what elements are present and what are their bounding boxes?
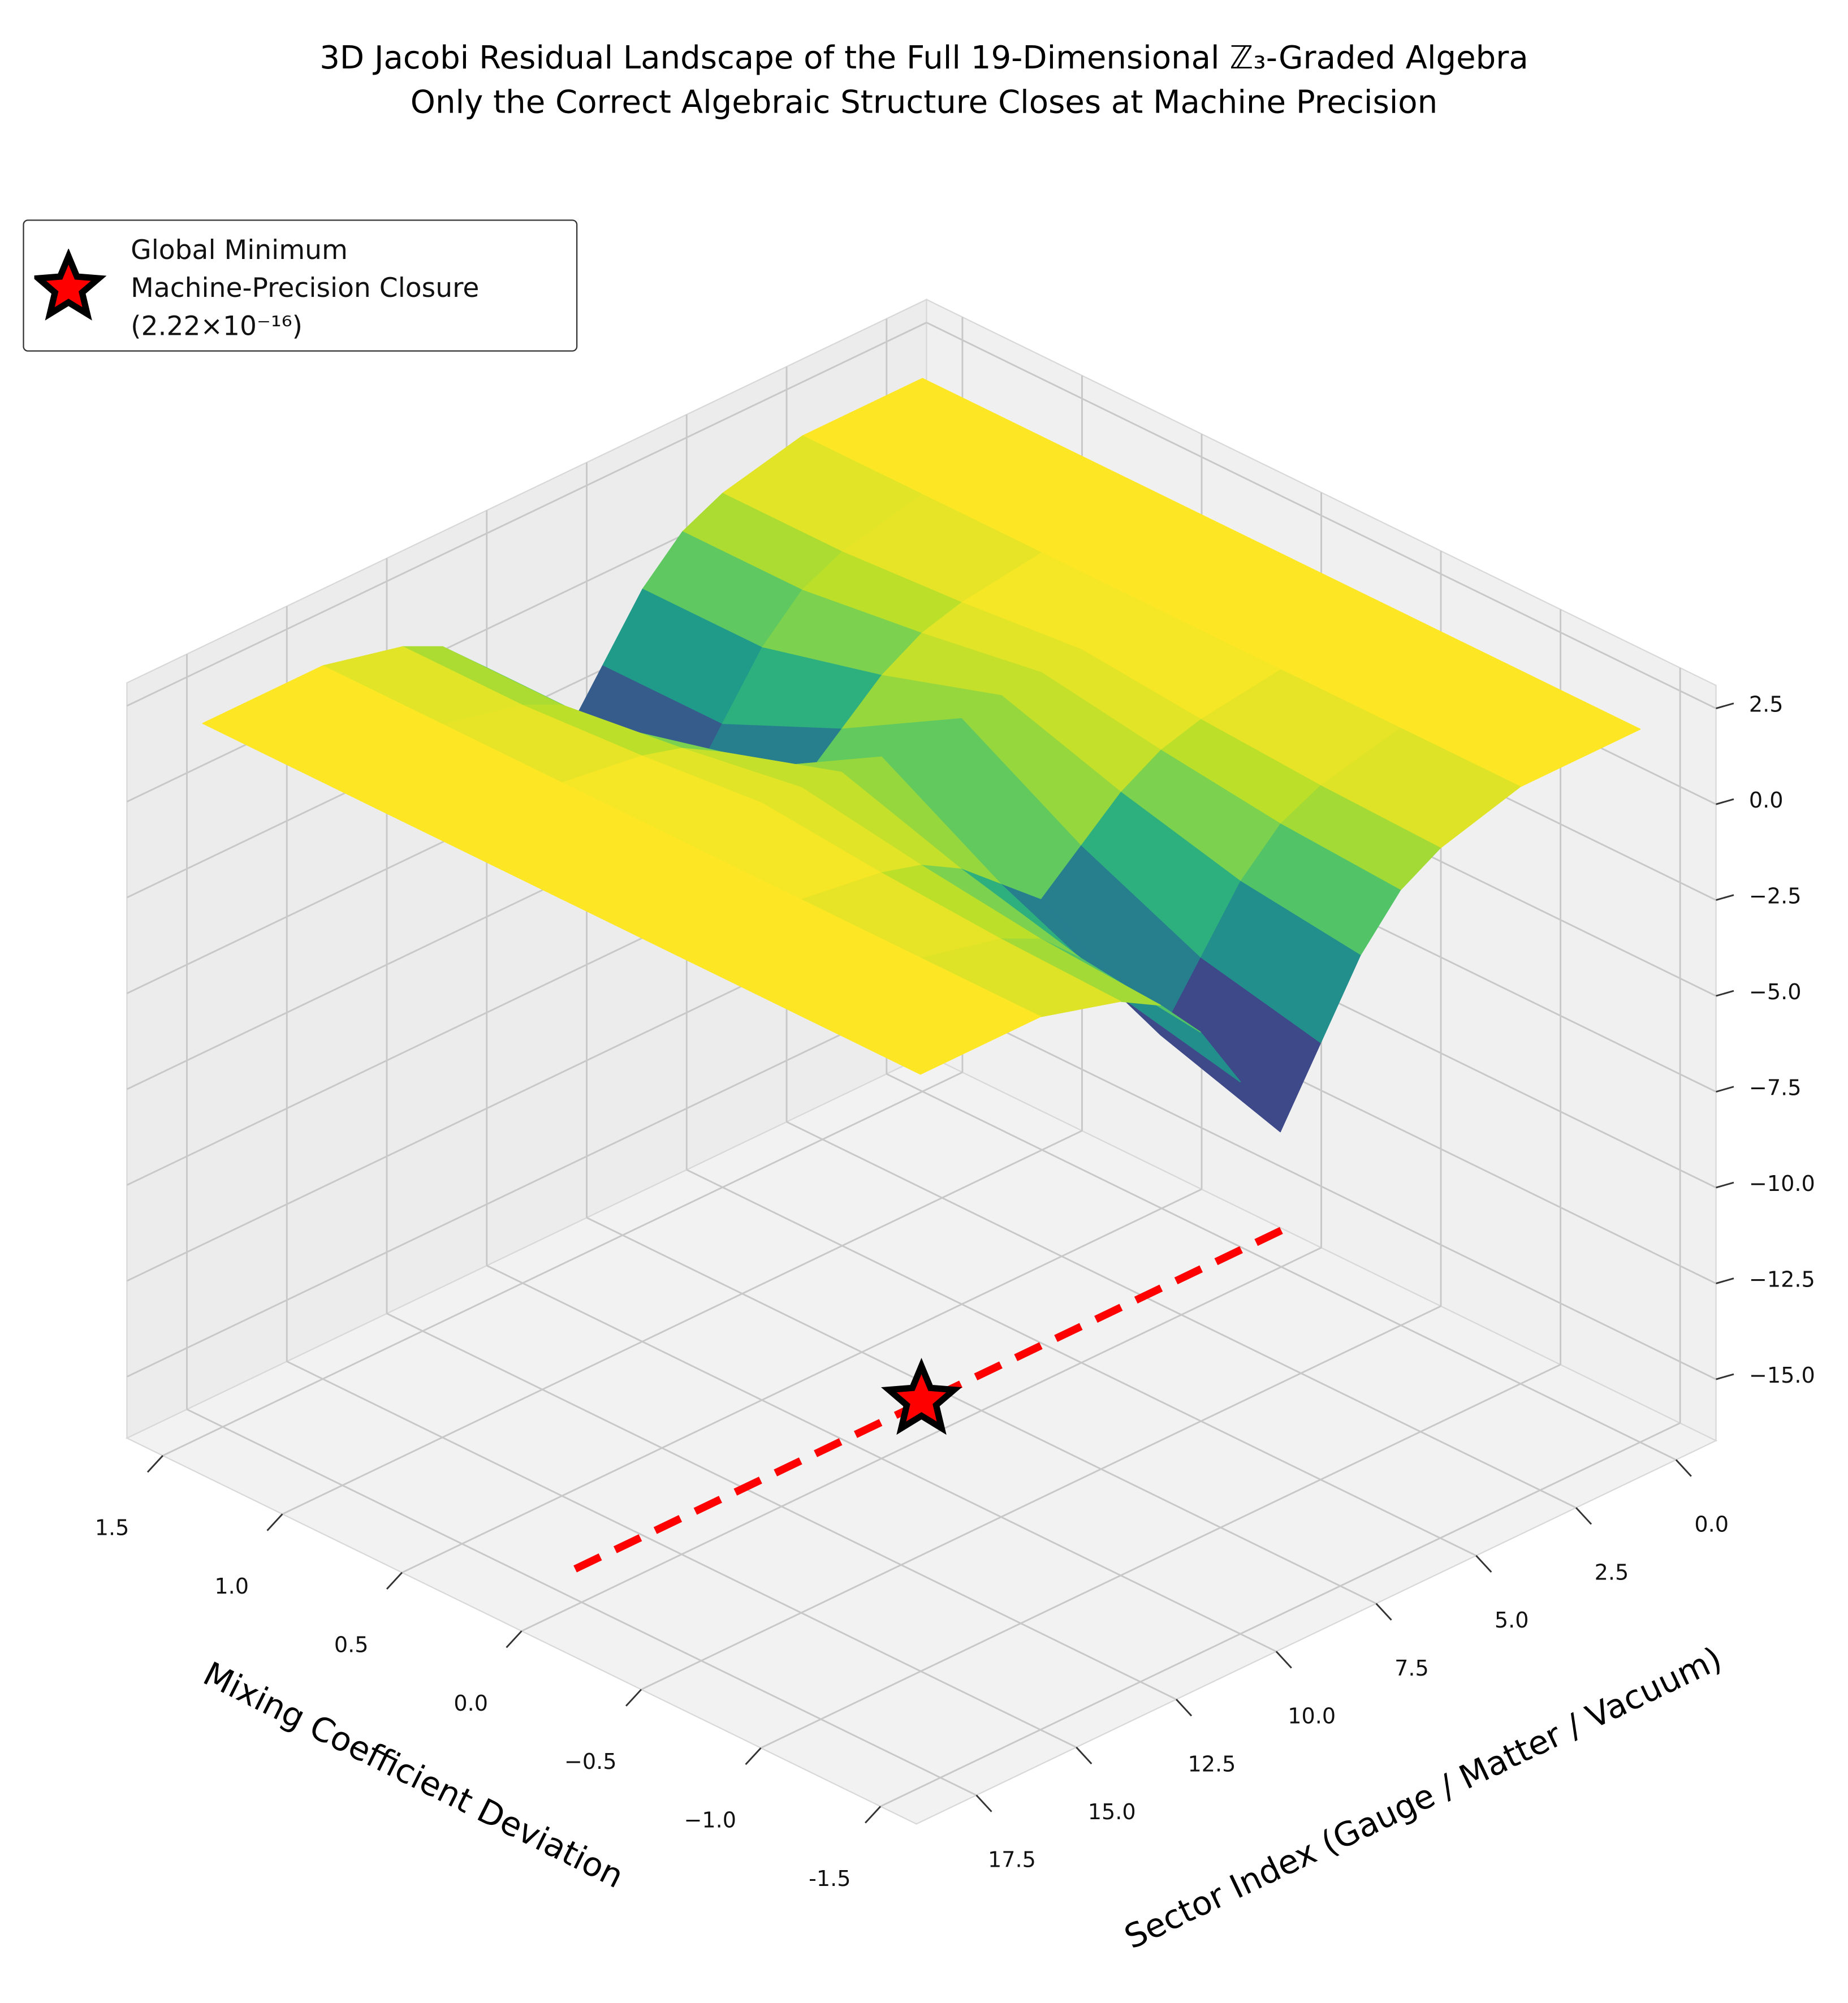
x-tick-label: 0.5: [334, 1632, 369, 1657]
z-tick-label: −5.0: [1749, 979, 1802, 1004]
chart-title: 3D Jacobi Residual Landscape of the Full…: [319, 40, 1529, 76]
x-tick-label: −1.0: [684, 1808, 736, 1833]
x-tick: [506, 1630, 523, 1648]
grid-line: [786, 1121, 1577, 1509]
x-tick: [146, 1455, 163, 1473]
y-tick-label: 10.0: [1288, 1704, 1336, 1729]
legend-label: Global Minimum Machine-Precision Closure…: [131, 235, 480, 342]
legend-marker: [34, 248, 107, 321]
y-tick-label: 2.5: [1595, 1560, 1629, 1585]
z-tick: [1716, 702, 1734, 710]
z-tick-label: 0.0: [1749, 788, 1784, 813]
ticks: -1.5 −1.0 −0.5 0.0 0.5 1.0 1.5 0.0 2.5 5.0 7.5 10.0…: [95, 692, 1815, 1891]
x-axis-label: Mixing Coefficient Deviation: [197, 1654, 629, 1896]
grid-line: [686, 1169, 1476, 1557]
grid-line: [282, 1130, 1083, 1515]
z-tick: [1716, 990, 1734, 997]
floor-marks: [560, 1227, 1283, 1579]
grid-line: [486, 1264, 1277, 1652]
y-tick-label: 17.5: [988, 1847, 1036, 1872]
grid-line: [521, 1247, 1322, 1632]
grid-line: [186, 1408, 977, 1796]
z-tick: [1716, 1181, 1734, 1189]
x-tick-label: 0.0: [454, 1691, 488, 1716]
grid-line: [641, 1305, 1441, 1690]
y-tick-label: 0.0: [1694, 1512, 1729, 1537]
y-tick: [975, 1794, 992, 1812]
y-tick-label: 5.0: [1495, 1608, 1529, 1633]
grid-line: [401, 1188, 1202, 1574]
grid-line: [880, 1422, 1681, 1807]
grid-line: [126, 992, 927, 1378]
y-axis-label: Sector Index (Gauge / Matter / Vacuum): [1119, 1639, 1728, 1957]
y-tick-label: 12.5: [1188, 1751, 1236, 1776]
chart-subtitle: Only the Correct Algebraic Structure Clo…: [411, 84, 1437, 121]
grid-line: [286, 1361, 1077, 1749]
y-tick: [1475, 1555, 1492, 1573]
y-tick: [1076, 1746, 1093, 1764]
y-tick: [1675, 1459, 1692, 1477]
z-tick-label: −2.5: [1749, 884, 1802, 909]
y-tick-label: 15.0: [1088, 1799, 1136, 1824]
grid-line: [926, 322, 1717, 710]
grid-line: [886, 1073, 1677, 1461]
x-tick: [266, 1513, 283, 1531]
x-tick-label: −0.5: [564, 1749, 617, 1774]
legend-star: [34, 248, 107, 321]
surface-patch: [800, 957, 1041, 1075]
z-tick: [1716, 798, 1734, 805]
y-tick-label: 7.5: [1394, 1656, 1429, 1681]
z-tick-label: −7.5: [1749, 1076, 1802, 1100]
grid-line: [126, 322, 927, 707]
grid-line: [586, 1216, 1377, 1604]
surface: [202, 378, 1641, 1133]
minimum-star: [880, 1358, 962, 1435]
grid-line: [386, 1313, 1177, 1700]
z-tick: [1716, 1373, 1734, 1380]
legend: Global Minimum Machine-Precision Closure…: [23, 219, 578, 352]
x-tick: [865, 1806, 882, 1824]
y-tick: [1176, 1699, 1193, 1717]
x-tick: [386, 1572, 403, 1590]
z-tick-label: −10.0: [1749, 1171, 1815, 1196]
y-tick: [1275, 1651, 1292, 1669]
y-tick: [1575, 1507, 1592, 1525]
x-tick-label: 1.5: [95, 1516, 129, 1540]
z-tick: [1716, 1277, 1734, 1284]
y-tick: [1375, 1603, 1392, 1621]
z-tick-label: −15.0: [1749, 1363, 1815, 1388]
z-tick: [1716, 1086, 1734, 1093]
x-tick-label: -1.5: [809, 1866, 850, 1891]
z-tick-label: −12.5: [1749, 1267, 1815, 1292]
grid-line: [760, 1363, 1561, 1749]
x-tick: [745, 1747, 762, 1765]
x-tick-label: 1.0: [214, 1574, 249, 1599]
grid-line: [926, 992, 1717, 1380]
z-tick: [1716, 894, 1734, 901]
grid-line: [162, 1071, 963, 1457]
x-tick: [625, 1689, 642, 1707]
z-tick-label: 2.5: [1749, 692, 1784, 717]
